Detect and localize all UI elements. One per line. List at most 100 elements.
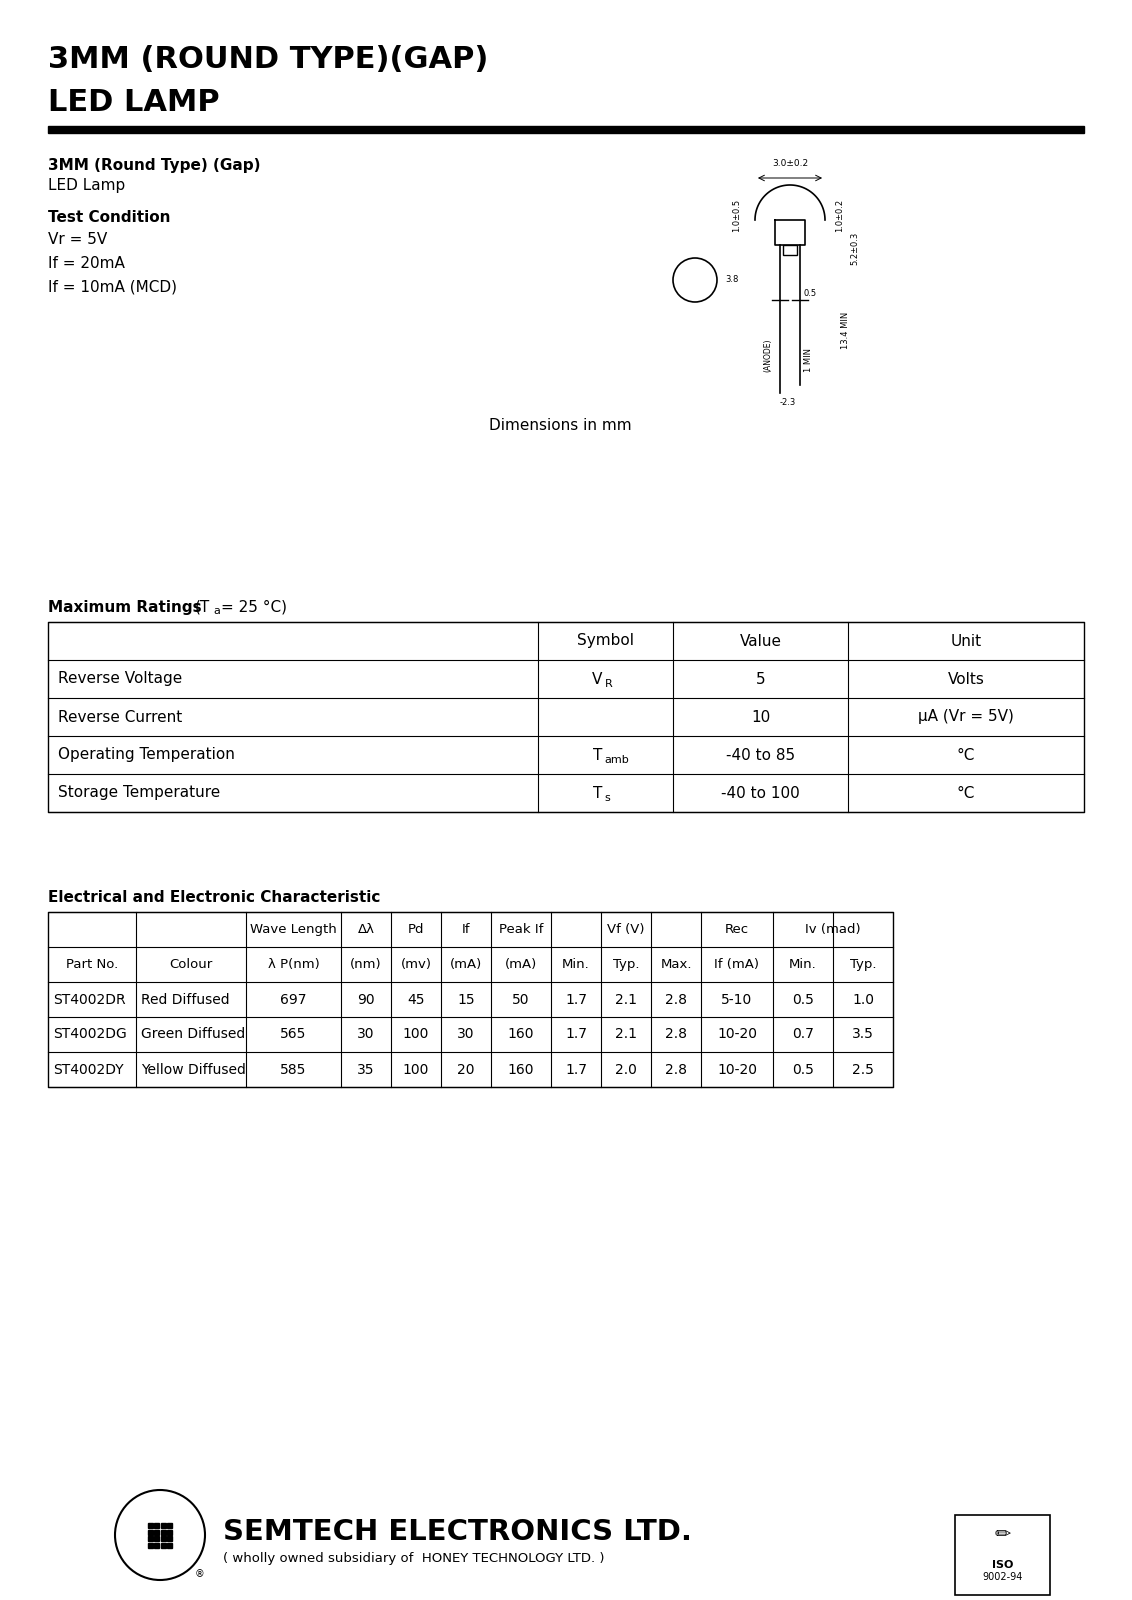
Bar <box>48 912 893 1086</box>
Text: 50: 50 <box>513 992 530 1006</box>
Text: 0.5: 0.5 <box>804 288 817 298</box>
Bar <box>147 1536 153 1541</box>
Bar <box>147 1530 153 1534</box>
Text: 160: 160 <box>508 1027 534 1042</box>
Text: (mA): (mA) <box>505 958 537 971</box>
Text: 3.8: 3.8 <box>724 275 738 285</box>
Text: R: R <box>604 678 612 690</box>
Text: Wave Length: Wave Length <box>250 923 337 936</box>
Text: T: T <box>593 747 602 763</box>
Text: 2.5: 2.5 <box>852 1062 874 1077</box>
Text: 585: 585 <box>281 1062 307 1077</box>
Bar <box>168 1530 172 1534</box>
Text: ®: ® <box>194 1570 204 1579</box>
Text: ✏: ✏ <box>994 1525 1011 1544</box>
Text: 1.0±0.5: 1.0±0.5 <box>732 198 741 232</box>
Bar <box>168 1523 172 1528</box>
Text: (ANODE): (ANODE) <box>763 338 772 371</box>
Bar <box>955 1515 1050 1595</box>
Text: T: T <box>593 786 602 800</box>
Text: Volts: Volts <box>947 672 985 686</box>
Text: 10-20: 10-20 <box>717 1027 757 1042</box>
Text: Storage Temperature: Storage Temperature <box>58 786 221 800</box>
Text: 5-10: 5-10 <box>721 992 753 1006</box>
Text: amb: amb <box>604 755 629 765</box>
Text: Typ.: Typ. <box>850 958 876 971</box>
Text: a: a <box>213 606 220 616</box>
Text: 3.0±0.2: 3.0±0.2 <box>772 158 808 168</box>
Text: ( wholly owned subsidiary of  HONEY TECHNOLOGY LTD. ): ( wholly owned subsidiary of HONEY TECHN… <box>223 1552 604 1565</box>
Text: ST4002DY: ST4002DY <box>53 1062 123 1077</box>
Text: Pd: Pd <box>408 923 424 936</box>
Text: -40 to 85: -40 to 85 <box>726 747 795 763</box>
Text: If = 10mA (MCD): If = 10mA (MCD) <box>48 280 177 294</box>
Text: Electrical and Electronic Characteristic: Electrical and Electronic Characteristic <box>48 890 380 906</box>
Text: (mv): (mv) <box>401 958 431 971</box>
Text: LED Lamp: LED Lamp <box>48 178 126 194</box>
Bar <box>154 1536 158 1541</box>
Text: = 25 °C): = 25 °C) <box>221 600 288 614</box>
Text: 3MM (Round Type) (Gap): 3MM (Round Type) (Gap) <box>48 158 260 173</box>
Text: 45: 45 <box>408 992 424 1006</box>
Text: SEMTECH ELECTRONICS LTD.: SEMTECH ELECTRONICS LTD. <box>223 1518 692 1546</box>
Text: Dimensions in mm: Dimensions in mm <box>489 418 632 434</box>
Text: 100: 100 <box>403 1062 429 1077</box>
Text: If (mA): If (mA) <box>714 958 760 971</box>
Text: 30: 30 <box>358 1027 375 1042</box>
Text: 1.0: 1.0 <box>852 992 874 1006</box>
Text: 20: 20 <box>457 1062 474 1077</box>
Bar <box>161 1536 165 1541</box>
Text: 30: 30 <box>457 1027 474 1042</box>
Bar <box>48 622 1084 813</box>
Bar <box>154 1530 158 1534</box>
Text: Reverse Current: Reverse Current <box>58 709 182 725</box>
Text: 2.8: 2.8 <box>664 1062 687 1077</box>
Text: If = 20mA: If = 20mA <box>48 256 125 270</box>
Text: ST4002DR: ST4002DR <box>53 992 126 1006</box>
Bar <box>168 1536 172 1541</box>
Text: °C: °C <box>957 747 975 763</box>
Text: Δλ: Δλ <box>358 923 375 936</box>
Text: V: V <box>592 672 602 686</box>
Text: 0.7: 0.7 <box>792 1027 814 1042</box>
Text: Test Condition: Test Condition <box>48 210 171 226</box>
Text: 15: 15 <box>457 992 474 1006</box>
Bar <box>161 1530 165 1534</box>
Text: 160: 160 <box>508 1062 534 1077</box>
Text: 10: 10 <box>751 709 770 725</box>
Text: Vf (V): Vf (V) <box>607 923 645 936</box>
Text: Symbol: Symbol <box>577 634 634 648</box>
Text: Reverse Voltage: Reverse Voltage <box>58 672 182 686</box>
Bar <box>168 1542 172 1547</box>
Text: (T: (T <box>195 600 211 614</box>
Text: Red Diffused: Red Diffused <box>142 992 230 1006</box>
Text: 697: 697 <box>281 992 307 1006</box>
Bar <box>161 1542 165 1547</box>
Bar <box>161 1523 165 1528</box>
Text: Yellow Diffused: Yellow Diffused <box>142 1062 246 1077</box>
Bar <box>154 1542 158 1547</box>
Text: (nm): (nm) <box>350 958 381 971</box>
Text: λ P(nm): λ P(nm) <box>267 958 319 971</box>
Text: 2.1: 2.1 <box>615 992 637 1006</box>
Text: Operating Temperation: Operating Temperation <box>58 747 234 763</box>
Text: 9002-94: 9002-94 <box>983 1571 1022 1582</box>
Text: 1.7: 1.7 <box>565 992 588 1006</box>
Text: Part No.: Part No. <box>66 958 118 971</box>
Text: 1.0±0.2: 1.0±0.2 <box>835 198 844 232</box>
Bar <box>147 1523 153 1528</box>
Text: 1 MIN: 1 MIN <box>804 349 813 371</box>
Text: -2.3: -2.3 <box>780 398 796 406</box>
Text: 3MM (ROUND TYPE)(GAP): 3MM (ROUND TYPE)(GAP) <box>48 45 488 74</box>
Bar <box>783 245 797 254</box>
Text: 0.5: 0.5 <box>792 992 814 1006</box>
Text: Rec: Rec <box>724 923 749 936</box>
Text: (mA): (mA) <box>449 958 482 971</box>
Text: Colour: Colour <box>170 958 213 971</box>
Text: μA (Vr = 5V): μA (Vr = 5V) <box>918 709 1014 725</box>
Text: 565: 565 <box>281 1027 307 1042</box>
Text: -40 to 100: -40 to 100 <box>721 786 800 800</box>
Text: 100: 100 <box>403 1027 429 1042</box>
Text: 90: 90 <box>358 992 375 1006</box>
Text: 35: 35 <box>358 1062 375 1077</box>
